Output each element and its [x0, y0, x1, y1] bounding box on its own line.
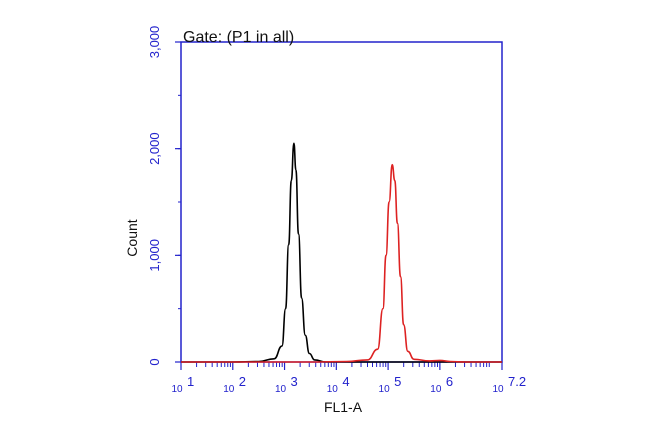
x-tick-label: 10: [223, 384, 235, 395]
x-tick-label: 10: [430, 384, 442, 395]
chart-title: Gate: (P1 in all): [183, 29, 294, 46]
y-tick-label: 1,000: [147, 239, 162, 272]
x-tick-exponent: 2: [239, 374, 246, 389]
y-tick-label: 3,000: [147, 26, 162, 59]
x-tick-exponent: 1: [187, 374, 194, 389]
x-tick-label: 10: [379, 384, 391, 395]
y-axis-ticks: 0 1,000 2,000 3,000: [147, 26, 181, 366]
x-tick-label: 10: [171, 384, 183, 395]
plot-border: [180, 41, 503, 363]
x-axis-title: FL1-A: [324, 399, 363, 415]
y-axis-title: Count: [124, 219, 140, 256]
x-tick-exponent: 4: [342, 374, 349, 389]
x-tick-label: 10: [327, 384, 339, 395]
plot-frame: [180, 41, 503, 363]
y-tick-label: 0: [147, 358, 162, 365]
series-line-1: [180, 142, 502, 363]
x-tick-exponent: 5: [394, 374, 401, 389]
x-tick-label: 10: [492, 384, 504, 395]
series-layer: [180, 142, 502, 363]
x-tick-label: 10: [275, 384, 287, 395]
x-tick-exponent: 6: [446, 374, 453, 389]
series-line-2: [180, 163, 502, 363]
x-tick-exponent: 3: [291, 374, 298, 389]
y-tick-label: 2,000: [147, 132, 162, 165]
x-tick-exponent: 7.2: [508, 374, 526, 389]
